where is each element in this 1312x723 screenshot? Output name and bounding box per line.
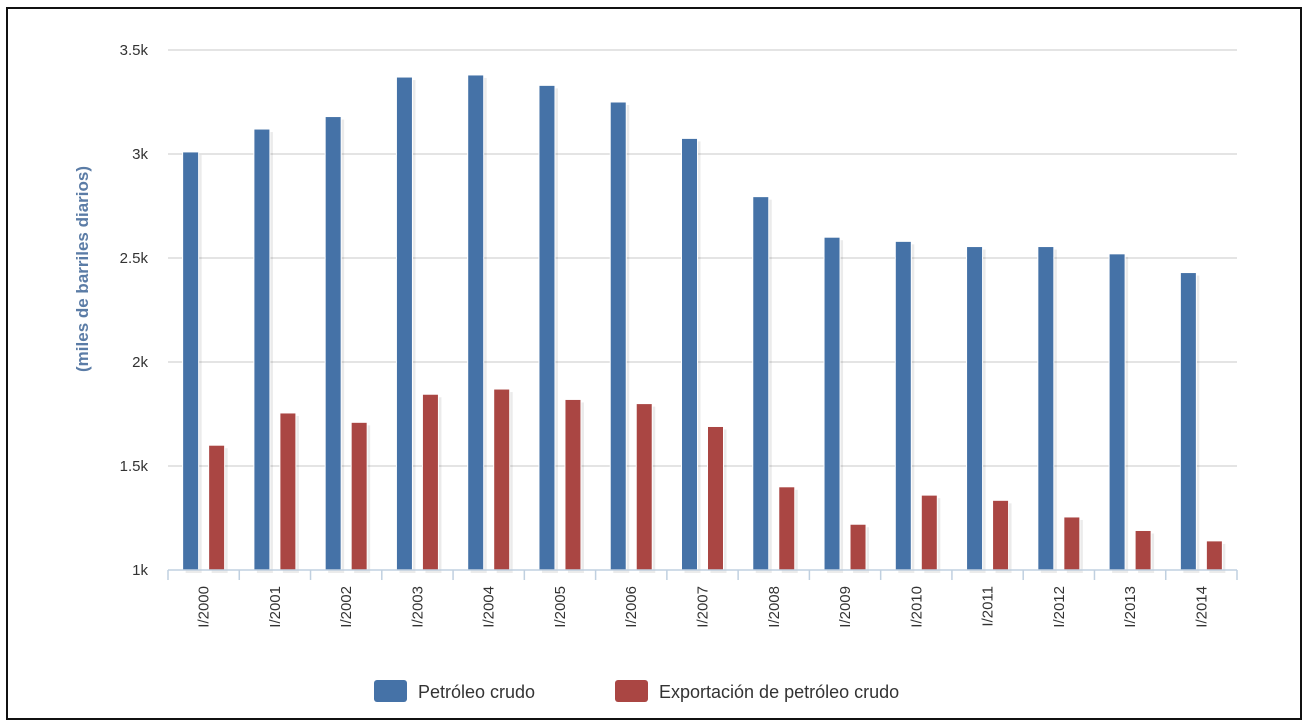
x-tick-label: I/2012 — [1051, 586, 1068, 628]
x-tick-label: I/2009 — [837, 586, 854, 628]
bar-petroleo-crudo[interactable] — [1108, 253, 1126, 571]
bar-exportacion[interactable] — [920, 494, 938, 571]
x-tick-label: I/2010 — [908, 586, 925, 628]
x-tick-label: I/2002 — [338, 586, 355, 628]
legend-label[interactable]: Petróleo crudo — [418, 682, 535, 702]
y-tick-label: 3k — [132, 146, 148, 163]
x-tick-label: I/2006 — [623, 586, 640, 628]
bar-petroleo-crudo[interactable] — [182, 151, 200, 571]
chart-frame: 1k 1.5k 2k 2.5k 3k 3.5k I/2000 I/2001 I/2002 I/2… — [6, 7, 1302, 720]
bar-exportacion[interactable] — [493, 388, 511, 571]
y-tick-label: 2k — [132, 354, 148, 371]
y-axis-ticks: 1k 1.5k 2k 2.5k 3k 3.5k — [120, 42, 149, 579]
bar-petroleo-crudo[interactable] — [752, 196, 770, 571]
y-axis-label: (miles de barriles diarios) — [73, 166, 92, 372]
legend-swatch[interactable] — [615, 680, 648, 702]
x-tick-label: I/2013 — [1122, 586, 1139, 628]
x-tick-label: I/2003 — [409, 586, 426, 628]
bar-exportacion[interactable] — [778, 486, 796, 571]
legend-swatch[interactable] — [374, 680, 407, 702]
legend-label[interactable]: Exportación de petróleo crudo — [659, 682, 899, 702]
x-tick-label: I/2014 — [1193, 586, 1210, 628]
bar-exportacion[interactable] — [564, 398, 582, 571]
y-tick-label: 1.5k — [120, 458, 149, 475]
y-tick-label: 1k — [132, 562, 148, 579]
bar-petroleo-crudo[interactable] — [538, 84, 556, 571]
bar-exportacion[interactable] — [707, 425, 724, 571]
bar-petroleo-crudo[interactable] — [894, 240, 912, 571]
bar-petroleo-crudo[interactable] — [253, 128, 271, 571]
bar-exportacion[interactable] — [849, 523, 867, 571]
bar-exportacion[interactable] — [992, 499, 1010, 571]
y-tick-label: 2.5k — [120, 250, 149, 267]
x-tick-label: I/2000 — [196, 586, 213, 628]
bar-exportacion[interactable] — [279, 412, 297, 571]
y-tick-label: 3.5k — [120, 42, 149, 59]
bar-petroleo-crudo[interactable] — [467, 74, 485, 571]
x-tick-label: I/2001 — [267, 586, 284, 628]
x-tick-label: I/2004 — [481, 586, 498, 628]
bar-exportacion[interactable] — [635, 403, 653, 571]
bar-petroleo-crudo[interactable] — [823, 236, 841, 571]
bar-petroleo-crudo[interactable] — [1037, 246, 1055, 571]
bar-petroleo-crudo[interactable] — [1179, 272, 1197, 571]
legend[interactable]: Petróleo crudo Exportación de petróleo cr… — [374, 680, 899, 702]
bar-exportacion[interactable] — [1134, 529, 1152, 571]
x-tick-label: I/2008 — [766, 586, 783, 628]
bar-exportacion[interactable] — [350, 421, 368, 571]
bar-petroleo-crudo[interactable] — [324, 116, 342, 571]
bar-exportacion[interactable] — [208, 444, 226, 571]
x-tick-label: I/2007 — [695, 586, 712, 628]
x-axis-ticks: I/2000 I/2001 I/2002 I/2003 I/2004 I/2005 I/20… — [196, 586, 1211, 628]
bar-exportacion[interactable] — [421, 393, 439, 571]
bar-petroleo-crudo[interactable] — [681, 137, 698, 571]
bar-petroleo-crudo[interactable] — [966, 246, 984, 571]
bar-exportacion[interactable] — [1063, 516, 1081, 571]
bar-exportacion[interactable] — [1205, 540, 1223, 571]
bars — [182, 74, 1226, 574]
x-tick-label: I/2005 — [552, 586, 569, 628]
x-tick-label: I/2011 — [980, 586, 997, 627]
bar-petroleo-crudo[interactable] — [609, 101, 627, 571]
grid-lines — [168, 49, 1237, 467]
bar-petroleo-crudo[interactable] — [395, 76, 413, 571]
x-axis — [167, 569, 1238, 580]
